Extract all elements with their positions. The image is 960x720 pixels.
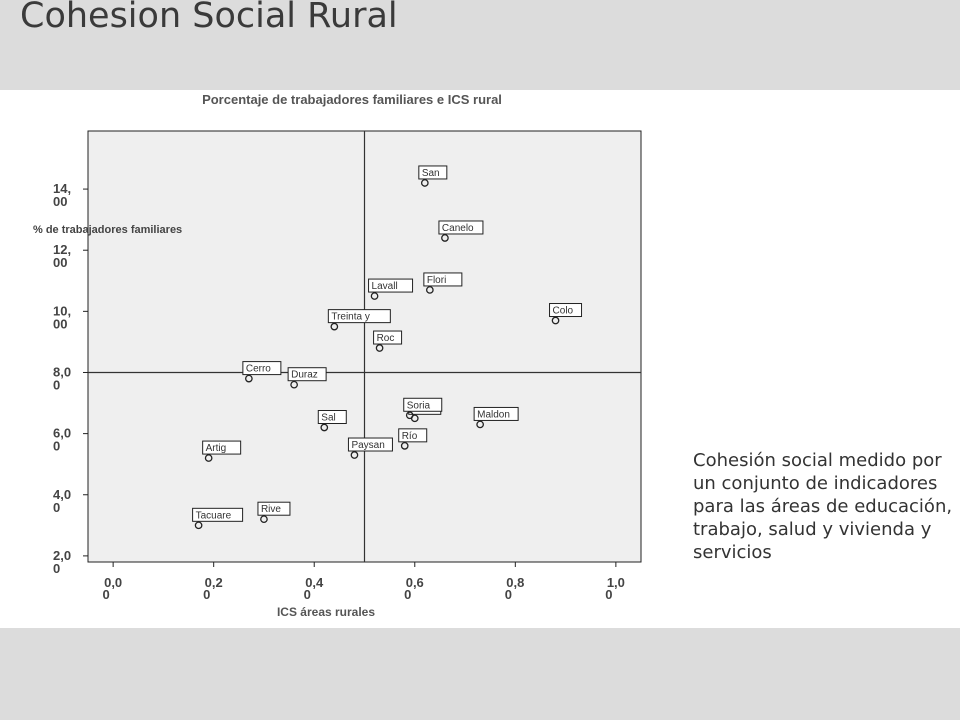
- x-tick-label: 0: [605, 587, 612, 602]
- y-tick-label: 0: [53, 500, 60, 515]
- data-point: [290, 380, 298, 389]
- point-label: Canelo: [442, 223, 474, 234]
- y-tick-label: 0: [53, 377, 60, 392]
- y-tick-label: 4,0: [53, 487, 71, 502]
- slide-title: Cohesion Social Rural: [20, 0, 398, 36]
- y-tick-label: 6,0: [53, 426, 71, 441]
- data-point: [420, 179, 429, 187]
- y-tick-label: 0: [53, 439, 60, 454]
- data-point: [400, 441, 409, 450]
- y-tick-label: 10,: [53, 303, 71, 318]
- x-tick-label: 0: [203, 587, 210, 602]
- title-band: Cohesion Social Rural: [0, 0, 960, 90]
- data-point: [260, 515, 268, 524]
- x-tick-label: 0: [505, 587, 512, 602]
- chart-title: Porcentaje de trabajadores familiares e …: [202, 92, 502, 107]
- caption-line: Cohesión social medido por: [693, 450, 942, 471]
- point-label-box: [327, 309, 391, 324]
- point-label-box: [403, 397, 443, 412]
- x-tick-label: 0: [404, 587, 411, 602]
- y-tick-label: 00: [53, 194, 67, 209]
- data-point: [405, 411, 414, 420]
- point-label: Flori: [427, 275, 446, 286]
- point-label: San: [422, 168, 440, 179]
- x-tick-label: 0,6: [406, 575, 424, 590]
- point-label-box: [423, 272, 463, 287]
- data-point: [551, 316, 560, 325]
- data-point: [426, 286, 434, 294]
- y-tick-label: 00: [53, 255, 67, 270]
- caption-line: para las áreas de educación,: [693, 496, 953, 517]
- point-label: Duraz: [291, 370, 318, 381]
- caption-text: Cohesión social medido por un conjunto d…: [693, 449, 953, 564]
- x-tick-label: 0,0: [104, 575, 122, 590]
- point-label-box: [473, 406, 519, 421]
- point-label-box: [257, 501, 291, 516]
- point-label-box: [398, 428, 428, 443]
- point-label-box: [192, 507, 244, 522]
- point-label: Río: [402, 431, 418, 442]
- caption-line: un conjunto de indicadores: [693, 473, 938, 494]
- y-axis-label: % de trabajadores familiares: [33, 224, 182, 236]
- caption-line: trabajo, salud y vivienda y: [693, 519, 932, 540]
- x-axis-label: ICS áreas rurales: [277, 605, 375, 619]
- point-label: Cerro: [246, 364, 271, 375]
- point-label: Rive: [261, 504, 281, 515]
- y-tick-label: 0: [53, 561, 60, 576]
- y-tick-label: 2,0: [53, 548, 71, 563]
- data-point: [245, 374, 253, 383]
- y-tick-label: 00: [53, 316, 67, 331]
- point-label-box: [438, 220, 484, 235]
- data-point: [330, 322, 339, 331]
- scatter-chart: Porcentaje de trabajadores familiares e …: [33, 92, 642, 619]
- point-label-box: [347, 437, 393, 452]
- point-label-box: [373, 330, 403, 345]
- data-point: [441, 234, 449, 242]
- point-label: Soria: [407, 400, 431, 411]
- data-point: [350, 451, 359, 459]
- point-label: Paysan: [351, 440, 384, 451]
- point-label: Roc: [377, 333, 395, 344]
- point-label-box: [418, 165, 448, 180]
- point-label-box: [287, 367, 327, 382]
- x-tick-label: 0,2: [205, 575, 223, 590]
- point-label: Colo: [553, 306, 574, 317]
- point-label-box: [317, 410, 347, 425]
- point-label: Lavall: [372, 281, 398, 292]
- point-label: Maldon: [477, 409, 510, 420]
- point-label: Tacuare: [196, 510, 232, 521]
- point-label-box: [202, 440, 242, 455]
- x-tick-label: 0,8: [506, 575, 524, 590]
- point-label-box: [549, 303, 583, 318]
- x-tick-label: 0,4: [305, 575, 324, 590]
- point-label-box: [242, 361, 282, 376]
- x-tick-label: 1,0: [607, 575, 625, 590]
- x-tick-label: 0: [304, 587, 311, 602]
- data-point: [320, 423, 329, 432]
- data-point: [194, 521, 203, 530]
- point-label: Treinta y: [331, 312, 370, 323]
- y-tick-label: 8,0: [53, 364, 71, 379]
- y-tick-label: 14,: [53, 181, 71, 196]
- y-tick-label: 12,: [53, 242, 71, 257]
- data-point: [204, 454, 213, 462]
- caption-line: servicios: [693, 542, 772, 563]
- footer-band: [0, 628, 960, 720]
- point-label: Sal: [321, 413, 335, 424]
- data-point: [375, 344, 384, 352]
- data-point: [476, 420, 484, 429]
- point-label-box: [368, 278, 414, 293]
- x-tick-label: 0: [103, 587, 110, 602]
- data-point: [370, 292, 379, 300]
- point-label: Artig: [206, 443, 227, 454]
